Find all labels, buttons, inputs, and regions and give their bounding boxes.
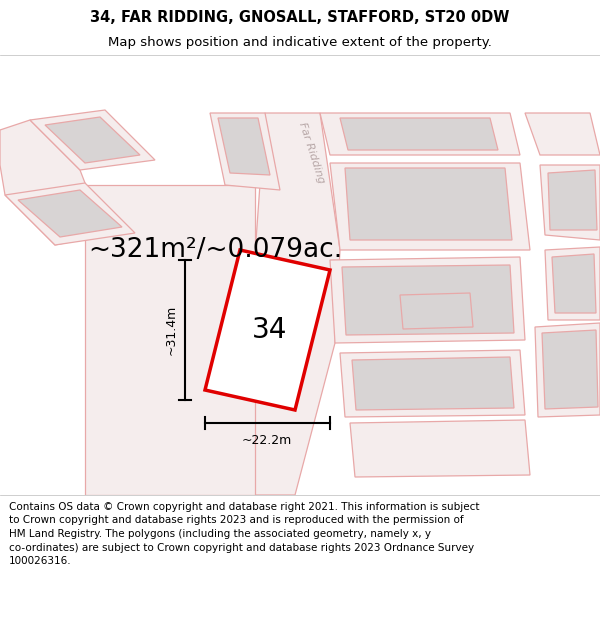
- Polygon shape: [525, 113, 600, 155]
- Text: ~22.2m: ~22.2m: [242, 434, 292, 447]
- Text: ~31.4m: ~31.4m: [164, 305, 178, 355]
- Polygon shape: [535, 323, 600, 417]
- Polygon shape: [18, 190, 122, 237]
- Polygon shape: [545, 247, 600, 320]
- Polygon shape: [205, 250, 330, 410]
- Polygon shape: [250, 355, 300, 400]
- Polygon shape: [210, 113, 280, 190]
- Text: 34, FAR RIDDING, GNOSALL, STAFFORD, ST20 0DW: 34, FAR RIDDING, GNOSALL, STAFFORD, ST20…: [91, 10, 509, 25]
- Polygon shape: [250, 113, 340, 495]
- Polygon shape: [340, 118, 498, 150]
- Polygon shape: [548, 170, 597, 230]
- Polygon shape: [5, 183, 135, 245]
- Polygon shape: [340, 350, 525, 417]
- Polygon shape: [0, 120, 105, 245]
- Polygon shape: [85, 185, 255, 495]
- Text: 34: 34: [253, 316, 287, 344]
- Polygon shape: [352, 357, 514, 410]
- Text: Far Ridding: Far Ridding: [298, 121, 326, 185]
- Polygon shape: [345, 168, 512, 240]
- Polygon shape: [30, 110, 155, 170]
- Polygon shape: [350, 420, 530, 477]
- Text: Map shows position and indicative extent of the property.: Map shows position and indicative extent…: [108, 36, 492, 49]
- Polygon shape: [218, 118, 270, 175]
- Polygon shape: [542, 330, 598, 409]
- Polygon shape: [400, 293, 473, 329]
- Polygon shape: [540, 165, 600, 240]
- Polygon shape: [552, 254, 596, 313]
- Polygon shape: [330, 163, 530, 250]
- Polygon shape: [320, 113, 520, 155]
- Polygon shape: [342, 265, 514, 335]
- Polygon shape: [45, 117, 140, 163]
- Text: Contains OS data © Crown copyright and database right 2021. This information is : Contains OS data © Crown copyright and d…: [9, 502, 479, 566]
- Text: ~321m²/~0.079ac.: ~321m²/~0.079ac.: [88, 237, 342, 263]
- Polygon shape: [330, 257, 525, 343]
